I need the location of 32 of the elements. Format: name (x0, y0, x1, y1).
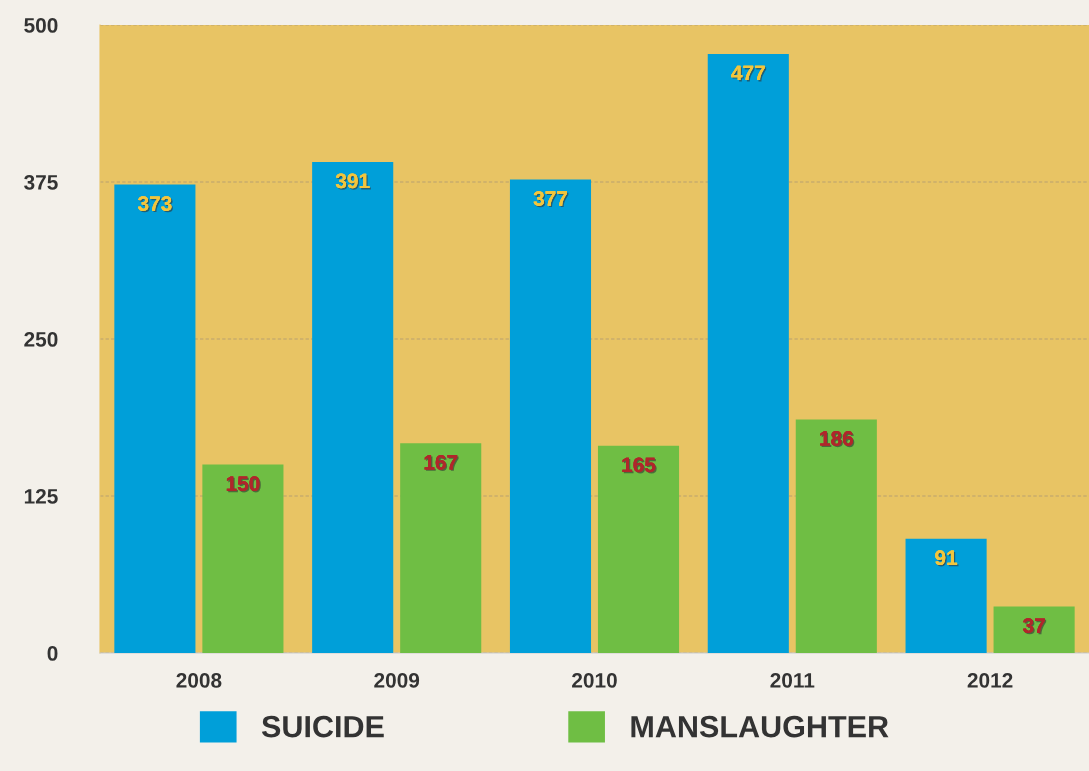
bar (202, 464, 284, 653)
data-label: 477 (731, 65, 767, 82)
bar (597, 445, 680, 653)
data-label: 37 (1023, 618, 1047, 635)
y-tick-label: 0 (47, 646, 58, 661)
data-label: 165 (622, 457, 657, 474)
x-tick-label: 2012 (967, 672, 1013, 688)
data-label: 91 (935, 550, 959, 567)
bar (312, 161, 394, 653)
y-tick-label: 250 (24, 332, 58, 347)
data-label: 186 (820, 431, 855, 448)
x-tick-label: 2010 (572, 672, 617, 688)
x-tick-label: 2011 (770, 672, 815, 688)
legend-label: SUICIDE (261, 715, 384, 738)
bar (993, 606, 1075, 653)
data-label: 150 (226, 476, 261, 493)
bar (905, 538, 987, 653)
bar (509, 179, 592, 653)
x-tick-label: 2008 (176, 672, 222, 688)
data-label: 377 (533, 191, 569, 208)
x-tick-label: 2009 (374, 672, 420, 688)
bar (400, 443, 482, 653)
legend-label: MANSLAUGHTER (631, 715, 889, 738)
data-label: 167 (424, 454, 459, 472)
data-label: 373 (137, 196, 173, 213)
y-tick-label: 125 (24, 489, 58, 504)
y-tick-label: 500 (24, 18, 58, 33)
bar (114, 184, 196, 653)
bar (707, 53, 789, 653)
data-label: 391 (335, 173, 371, 190)
bar (795, 419, 877, 653)
y-tick-label: 375 (24, 175, 58, 190)
